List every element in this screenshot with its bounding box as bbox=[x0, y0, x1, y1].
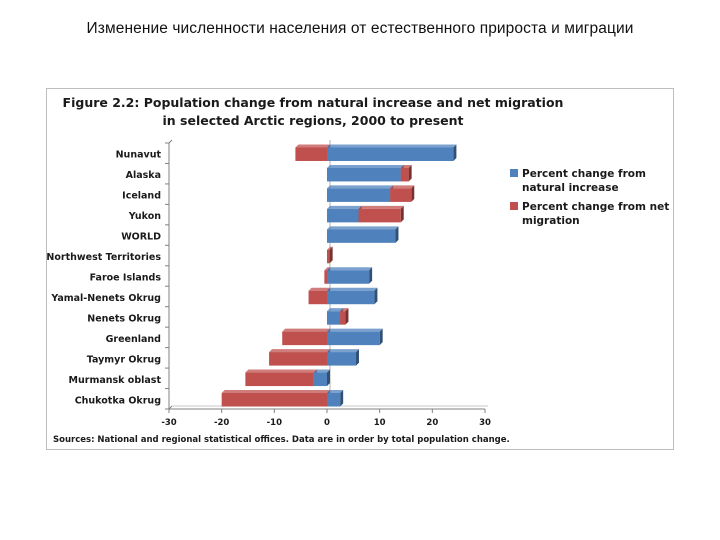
x-tick-label: 0 bbox=[324, 418, 330, 428]
category-label: Iceland bbox=[122, 191, 161, 202]
bar-migration bbox=[269, 349, 330, 366]
source-note: Sources: National and regional statistic… bbox=[53, 435, 510, 445]
bar-natural bbox=[327, 164, 404, 182]
bar-natural bbox=[327, 349, 359, 366]
bar-migration bbox=[221, 390, 330, 407]
bar-natural bbox=[327, 390, 344, 407]
category-label: Murmansk oblast bbox=[69, 375, 162, 386]
bar-natural bbox=[327, 226, 399, 243]
category-label: Nunavut bbox=[116, 150, 162, 161]
bar-migration bbox=[282, 328, 330, 346]
bar-migration bbox=[358, 205, 404, 223]
category-label: Faroe Islands bbox=[90, 273, 162, 284]
category-label: Taymyr Okrug bbox=[87, 354, 161, 365]
category-label: Alaska bbox=[126, 170, 161, 181]
legend-swatch-natural bbox=[510, 169, 518, 177]
legend-label-migration-line-2: migration bbox=[522, 215, 580, 227]
bar-natural bbox=[327, 144, 457, 161]
population-change-chart: Figure 2.2: Population change from natur… bbox=[47, 95, 669, 445]
legend-swatch-migration bbox=[510, 202, 518, 210]
bar-migration bbox=[390, 185, 415, 202]
legend-label-natural-line-1: Percent change from bbox=[522, 168, 646, 180]
bar-natural bbox=[327, 287, 378, 305]
bar-migration bbox=[340, 308, 349, 325]
category-label: Yamal-Nenets Okrug bbox=[50, 293, 161, 304]
bar-migration bbox=[245, 369, 317, 387]
x-tick-label: -20 bbox=[214, 418, 229, 428]
bar-migration bbox=[327, 246, 333, 264]
bar-natural bbox=[327, 205, 362, 223]
bar-natural bbox=[327, 267, 373, 284]
legend: Percent change from natural increase Per… bbox=[510, 168, 669, 227]
bar-migration bbox=[308, 287, 330, 305]
category-label: Chukotka Okrug bbox=[75, 395, 161, 406]
x-tick-label: 20 bbox=[426, 418, 438, 428]
x-tick-label: 10 bbox=[374, 418, 386, 428]
category-label: Nenets Okrug bbox=[87, 313, 161, 324]
x-tick-label: -10 bbox=[267, 418, 282, 428]
plot-area: -30 -20 -10 0 10 20 30 Nunavut Alaska Iceland Yuko… bbox=[47, 139, 491, 428]
x-tick-label: 30 bbox=[479, 418, 491, 428]
slide-title: Изменение численности населения от естес… bbox=[86, 20, 634, 37]
category-label: Yukon bbox=[128, 211, 162, 222]
chart-title-line-2: in selected Arctic regions, 2000 to pres… bbox=[163, 113, 464, 128]
figure-frame: Figure 2.2: Population change from natur… bbox=[46, 88, 674, 450]
bar-natural bbox=[327, 328, 383, 346]
category-axis-depth bbox=[168, 139, 173, 144]
bar-natural bbox=[313, 369, 330, 387]
category-label: Northwest Territories bbox=[47, 252, 161, 263]
legend-label-migration-line-1: Percent change from net bbox=[522, 201, 669, 213]
chart-title-line-1: Figure 2.2: Population change from natur… bbox=[63, 95, 564, 110]
legend-label-natural-line-2: natural increase bbox=[522, 182, 619, 194]
category-label: Greenland bbox=[106, 334, 161, 345]
x-tick-label: -30 bbox=[161, 418, 176, 428]
bar-migration bbox=[400, 164, 412, 182]
bar-migration bbox=[295, 144, 330, 161]
category-label: WORLD bbox=[121, 232, 161, 243]
bar-natural bbox=[327, 185, 394, 202]
